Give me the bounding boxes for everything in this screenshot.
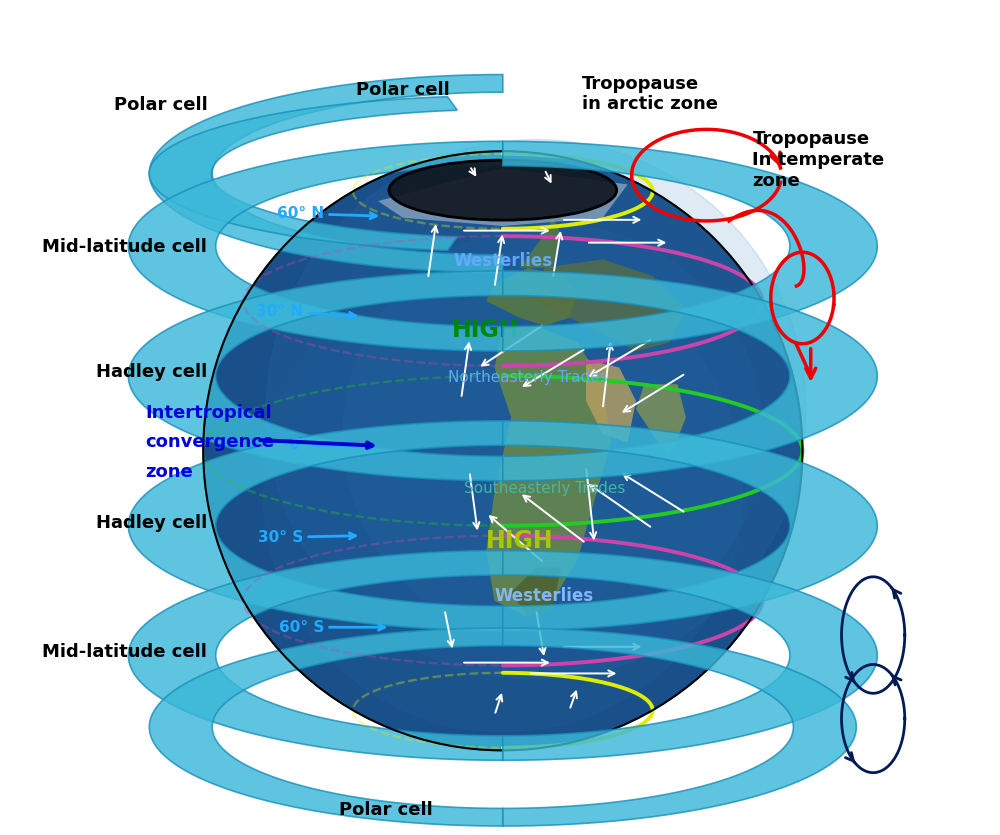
Polygon shape	[586, 359, 636, 443]
Polygon shape	[503, 550, 877, 761]
Circle shape	[203, 151, 802, 751]
Polygon shape	[511, 567, 561, 617]
Text: Northeasterly Trades: Northeasterly Trades	[448, 370, 608, 385]
Polygon shape	[128, 421, 503, 630]
Ellipse shape	[389, 160, 617, 220]
Text: Polar cell: Polar cell	[356, 82, 450, 99]
Text: Tropopause
in arctic zone: Tropopause in arctic zone	[582, 74, 718, 114]
Text: HIGH: HIGH	[486, 529, 553, 553]
Polygon shape	[503, 271, 877, 481]
Text: 30° N: 30° N	[256, 304, 355, 319]
Text: Hadley cell: Hadley cell	[96, 362, 207, 381]
Polygon shape	[636, 384, 686, 459]
Polygon shape	[519, 218, 561, 268]
Text: Polar cell: Polar cell	[114, 96, 207, 114]
Text: Tropopause
In temperate
zone: Tropopause In temperate zone	[752, 130, 885, 190]
Polygon shape	[149, 74, 503, 272]
Polygon shape	[536, 260, 686, 351]
Text: Southeasterly Trades: Southeasterly Trades	[464, 481, 625, 496]
Circle shape	[343, 225, 762, 644]
Text: Hadley cell: Hadley cell	[96, 514, 207, 532]
Polygon shape	[149, 628, 503, 826]
Text: Westerlies: Westerlies	[495, 588, 594, 605]
Polygon shape	[149, 97, 457, 250]
Text: Mid-latitude cell: Mid-latitude cell	[42, 643, 207, 661]
Polygon shape	[503, 421, 877, 630]
Polygon shape	[486, 326, 611, 617]
Text: Westerlies: Westerlies	[453, 252, 552, 270]
Text: Polar cell: Polar cell	[339, 802, 433, 819]
Polygon shape	[486, 268, 578, 326]
Polygon shape	[378, 168, 628, 226]
Polygon shape	[503, 628, 856, 826]
Polygon shape	[128, 550, 503, 761]
Text: 60° N: 60° N	[277, 206, 376, 221]
Polygon shape	[128, 271, 503, 481]
Text: 60° S: 60° S	[279, 620, 385, 635]
Text: Intertropical: Intertropical	[145, 403, 272, 422]
Text: convergence: convergence	[145, 433, 274, 452]
Text: 30° S: 30° S	[258, 530, 355, 545]
Text: 0°: 0°	[289, 438, 374, 453]
Circle shape	[263, 253, 742, 732]
Polygon shape	[128, 141, 503, 351]
Text: HIGH: HIGH	[452, 318, 520, 342]
Polygon shape	[503, 141, 877, 351]
Text: zone: zone	[145, 463, 193, 482]
Text: Mid-latitude cell: Mid-latitude cell	[42, 238, 207, 256]
Circle shape	[266, 139, 806, 679]
